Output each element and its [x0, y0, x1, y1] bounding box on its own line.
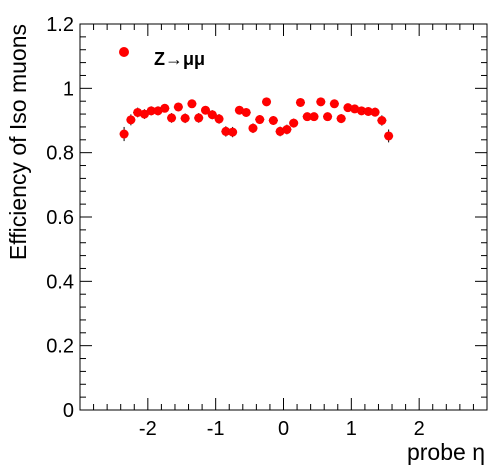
point-marker [194, 113, 204, 123]
point-marker [248, 123, 258, 133]
data-point [329, 99, 339, 109]
data-point [153, 106, 163, 116]
data-point [289, 118, 299, 128]
point-marker [139, 109, 149, 119]
data-point [336, 114, 346, 124]
legend: Z→μμ [119, 47, 205, 69]
point-marker [153, 106, 163, 116]
x-tick-label: 2 [414, 418, 425, 440]
point-marker [384, 131, 394, 141]
point-marker [275, 126, 285, 136]
x-tick-label: -2 [139, 418, 157, 440]
data-point [268, 115, 278, 126]
legend-entry: Z→μμ [154, 49, 205, 69]
point-marker [234, 105, 244, 115]
point-marker [126, 115, 136, 125]
data-point [228, 126, 238, 138]
data-point [173, 102, 183, 112]
y-tick-label: 1.2 [46, 14, 74, 36]
data-point [126, 114, 136, 126]
data-point [187, 99, 197, 109]
point-marker [350, 104, 360, 114]
data-point [377, 115, 387, 126]
data-point [316, 97, 326, 107]
y-tick-label: 1 [63, 78, 74, 100]
plot-frame [79, 23, 488, 411]
data-point [343, 103, 353, 113]
point-marker [200, 105, 210, 115]
data-point [255, 115, 265, 125]
point-marker [295, 97, 305, 107]
data-point [295, 97, 305, 107]
point-marker [241, 107, 251, 117]
y-tick-label: 0.6 [46, 207, 74, 229]
data-point [363, 106, 373, 116]
data-point [384, 129, 394, 143]
y-tick-label: 0 [63, 400, 74, 422]
point-marker [363, 106, 373, 116]
data-point [221, 126, 231, 137]
point-marker [377, 116, 387, 125]
x-tick-label: -1 [207, 418, 225, 440]
point-marker [167, 113, 177, 123]
point-marker [302, 112, 312, 122]
y-axis-label: Efficiency of Iso muons [5, 24, 31, 260]
data-point [160, 103, 170, 113]
point-marker [214, 114, 224, 124]
point-marker [160, 103, 170, 113]
point-marker [329, 99, 339, 109]
point-marker [370, 107, 380, 117]
point-marker [309, 112, 319, 122]
data-point [282, 124, 292, 135]
point-marker [316, 97, 326, 107]
data-point [167, 113, 177, 123]
data-point [275, 126, 285, 137]
data-point [119, 126, 129, 142]
y-tick-label: 0.4 [46, 271, 74, 293]
point-marker [255, 115, 265, 125]
point-marker [146, 106, 156, 116]
point-marker [357, 106, 367, 116]
x-tick-label: 1 [346, 418, 357, 440]
data-point [262, 97, 272, 107]
point-marker [343, 103, 353, 113]
data-point [323, 112, 333, 122]
point-marker [187, 99, 197, 109]
data-point [180, 113, 190, 124]
data-point [207, 110, 217, 120]
data-point [241, 107, 251, 117]
data-points [119, 97, 394, 143]
point-marker [180, 113, 190, 123]
point-marker [228, 127, 238, 137]
data-point [309, 112, 319, 122]
y-tick-label: 0.8 [46, 143, 74, 165]
x-axis-label: probe η [407, 439, 485, 465]
point-marker [289, 118, 299, 128]
y-tick-label: 0.2 [46, 336, 74, 358]
point-marker [262, 97, 272, 107]
point-marker [336, 114, 346, 124]
data-point [194, 113, 204, 123]
data-point [370, 107, 380, 117]
data-point [214, 114, 224, 124]
point-marker [282, 125, 292, 135]
x-tick-label: 0 [278, 418, 289, 440]
data-point [248, 123, 258, 134]
tick-labels: -2 -1 0 1 2 0 0.2 0.4 0.6 0.8 1 1.2 [46, 14, 425, 440]
point-marker [323, 112, 333, 122]
point-marker [173, 102, 183, 112]
data-point [139, 109, 149, 119]
point-marker [268, 116, 278, 125]
point-marker [119, 129, 129, 139]
data-point [200, 105, 210, 115]
axis-ticks [79, 23, 488, 411]
point-marker [221, 126, 231, 136]
point-marker [207, 110, 217, 120]
legend-marker [119, 47, 129, 57]
point-marker [133, 107, 143, 117]
